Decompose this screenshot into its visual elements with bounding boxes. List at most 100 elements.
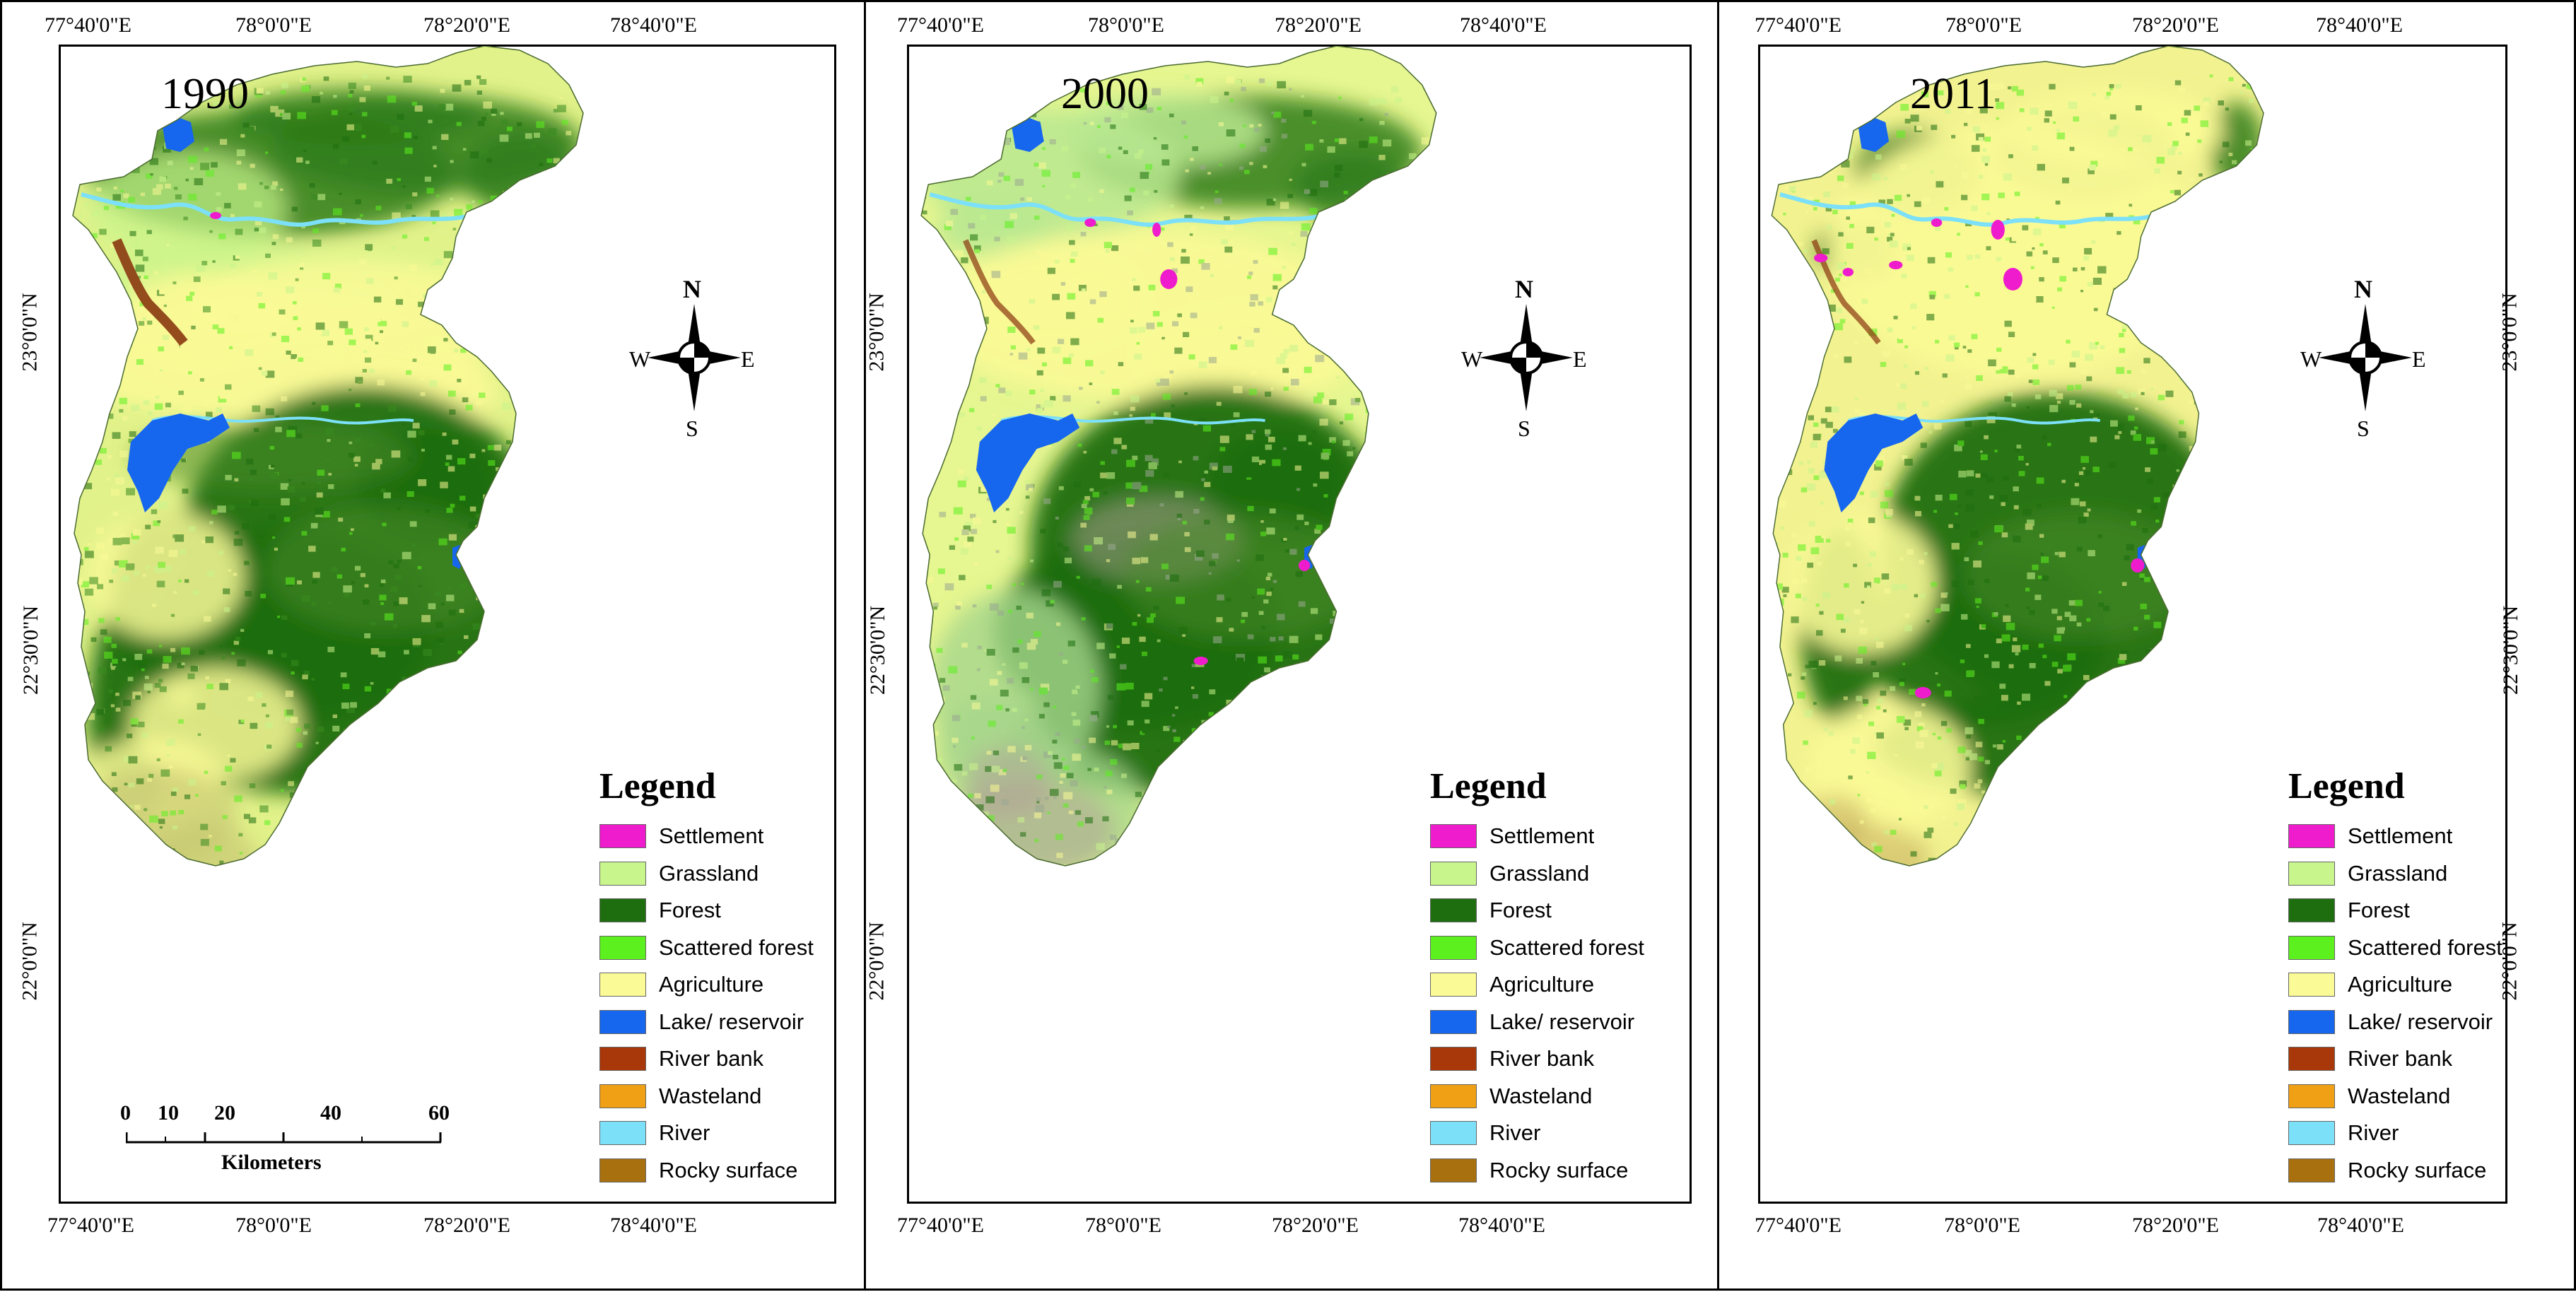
legend-label: River bank	[2348, 1046, 2453, 1071]
lake	[163, 117, 194, 152]
legend-label: Lake/ reservoir	[1489, 1009, 1635, 1034]
legend-label: Wasteland	[2348, 1083, 2451, 1108]
settlement	[1193, 657, 1208, 665]
legend-swatch	[1430, 1121, 1477, 1145]
land-cover-map	[1771, 46, 2264, 867]
legend-label: Rocky surface	[1489, 1157, 1629, 1182]
compass-north-label: N	[1515, 275, 1533, 303]
settlement	[1160, 269, 1178, 289]
left-tick: 22°30'0"N	[866, 605, 890, 695]
legend-swatch	[2288, 824, 2335, 848]
legend-label: Forest	[1489, 898, 1552, 922]
legend-item: Lake/ reservoir	[2288, 1009, 2493, 1035]
legend-title: Legend	[1430, 766, 1547, 806]
bottom-tick: 77°40'0"E	[1755, 1214, 1842, 1237]
legend-item: Lake/ reservoir	[599, 1009, 804, 1035]
legend-label: Wasteland	[1489, 1083, 1593, 1108]
legend-label: Settlement	[659, 823, 764, 848]
legend: Legend Settlement Grassland Forest Scattered…	[599, 765, 854, 1204]
legend-item: Grassland	[2288, 861, 2447, 886]
river-bank	[112, 238, 188, 346]
legend-item: Scattered forest	[599, 935, 814, 961]
legend-item: Wasteland	[2288, 1084, 2450, 1109]
legend-label: Grassland	[659, 860, 759, 886]
legend-swatch	[1430, 898, 1477, 922]
legend-label: Forest	[2348, 898, 2410, 922]
panel-year: 2000	[1061, 70, 1149, 118]
legend-swatch	[599, 1121, 646, 1145]
land-cover-map	[72, 46, 584, 867]
left-tick: 23°0'0"N	[865, 293, 889, 372]
scale-bar-line	[126, 1132, 442, 1144]
settlement	[2131, 558, 2145, 573]
legend: Legend Settlement Grassland Forest Scattered…	[1430, 765, 1699, 1204]
panel-year: 1990	[161, 70, 249, 118]
legend-label: Scattered forest	[659, 934, 814, 960]
settlement	[1991, 220, 2005, 240]
legend-label: River	[659, 1120, 710, 1145]
legend-swatch	[599, 1084, 646, 1108]
top-tick: 78°0'0"E	[235, 13, 312, 37]
legend-item: Forest	[1430, 898, 1552, 923]
legend-swatch	[599, 1047, 646, 1071]
legend-label: River	[1489, 1120, 1541, 1145]
settlement	[1914, 687, 1931, 698]
left-tick: 23°0'0"N	[18, 293, 42, 372]
legend-item: Agriculture	[599, 972, 763, 997]
settlement	[1152, 223, 1161, 237]
legend-label: Lake/ reservoir	[659, 1009, 804, 1034]
legend-swatch	[1430, 1047, 1477, 1071]
legend-swatch	[1430, 1009, 1477, 1034]
legend-item: Grassland	[1430, 861, 1589, 886]
legend-swatch	[1430, 935, 1477, 960]
compass-west-label: W	[2300, 346, 2322, 372]
settlement	[2003, 268, 2022, 290]
legend-item: Settlement	[2288, 823, 2452, 849]
legend-label: River bank	[659, 1046, 764, 1071]
legend-swatch	[1430, 1158, 1477, 1182]
compass-rose-icon	[648, 304, 741, 411]
legend-item: Rocky surface	[599, 1158, 797, 1183]
bottom-tick: 77°40'0"E	[897, 1214, 984, 1237]
lake	[1824, 413, 1924, 512]
bottom-tick: 78°0'0"E	[1944, 1214, 2020, 1237]
legend-item: Rocky surface	[1430, 1158, 1628, 1183]
legend-swatch	[1430, 861, 1477, 886]
compass-rose-icon	[2319, 304, 2412, 411]
top-tick: 78°40'0"E	[610, 13, 697, 37]
legend-label: River	[2348, 1120, 2399, 1145]
legend-item: Wasteland	[1430, 1084, 1592, 1109]
legend-swatch	[599, 898, 646, 922]
compass-north-label: N	[2354, 275, 2372, 303]
settlement	[1298, 560, 1311, 571]
compass-west-label: W	[629, 346, 651, 372]
panel-2011: 77°40'0"E 78°0'0"E 78°20'0"E 78°40'0"E 7…	[1717, 0, 2576, 1291]
panel-year: 2011	[1910, 70, 1996, 118]
top-tick: 77°40'0"E	[1755, 13, 1842, 37]
compass-south-label: S	[1518, 416, 1530, 441]
top-tick: 78°0'0"E	[1945, 13, 2022, 37]
legend-item: River	[1430, 1120, 1540, 1146]
legend-item: River bank	[2288, 1046, 2452, 1072]
legend-swatch	[2288, 935, 2335, 960]
legend-swatch	[599, 861, 646, 886]
legend-label: Rocky surface	[2348, 1157, 2487, 1182]
legend-swatch	[599, 973, 646, 997]
left-tick: 22°0'0"N	[865, 922, 889, 1001]
legend-item: Wasteland	[599, 1084, 761, 1109]
settlement	[1931, 218, 1943, 227]
legend-swatch	[2288, 1158, 2335, 1182]
legend-swatch	[599, 824, 646, 848]
legend-item: River	[2288, 1120, 2399, 1146]
legend-item: River	[599, 1120, 710, 1146]
legend-swatch	[1430, 1084, 1477, 1108]
legend-item: Grassland	[599, 861, 759, 886]
basin-boundary	[72, 46, 584, 867]
scale-label: 20	[214, 1101, 235, 1125]
legend-label: Agriculture	[2348, 972, 2453, 997]
bottom-tick: 78°40'0"E	[610, 1214, 697, 1237]
legend-swatch	[599, 1158, 646, 1182]
legend-label: Agriculture	[1489, 972, 1595, 997]
legend-title: Legend	[2288, 766, 2405, 806]
top-tick: 78°0'0"E	[1088, 13, 1164, 37]
